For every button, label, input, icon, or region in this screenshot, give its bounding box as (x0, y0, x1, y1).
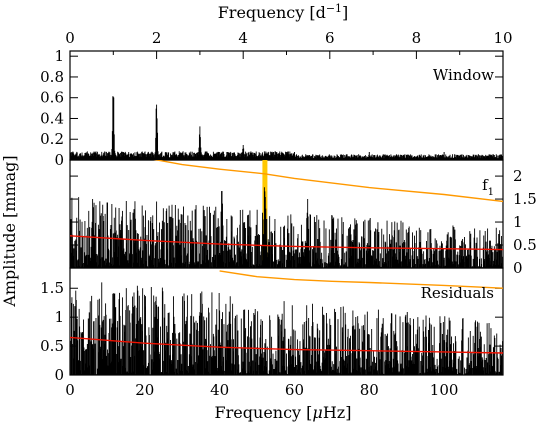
bottom-axis-title: Frequency [μHz] (215, 403, 352, 422)
bottom-tick-label-3: 60 (285, 381, 304, 399)
ytick-label-1-4: 2 (513, 167, 523, 185)
bottom-tick-label-1: 20 (135, 381, 154, 399)
ytick-label-2-2: 1 (54, 308, 64, 326)
bottom-tick-label-4: 80 (360, 381, 379, 399)
top-tick-label-3: 6 (325, 29, 335, 47)
panel-label-residuals: Residuals (421, 284, 494, 302)
top-tick-label-4: 8 (412, 29, 422, 47)
ytick-label-1-3: 1.5 (513, 190, 537, 208)
ytick-label-1-1: 0.5 (513, 236, 537, 254)
mean-curve-1 (70, 235, 503, 251)
top-tick-label-0: 0 (65, 29, 75, 47)
y-axis-title: Amplitude [mmag] (0, 155, 19, 307)
ytick-label-1-0: 0 (513, 259, 523, 277)
panel-label-f1: f1 (482, 176, 494, 198)
panel-0-plot (70, 96, 503, 160)
panel-2-plot (70, 270, 503, 375)
ytick-label-0-2: 0.4 (40, 109, 64, 127)
top-tick-label-1: 2 (152, 29, 162, 47)
top-tick-label-2: 4 (238, 29, 248, 47)
data-layer (70, 96, 503, 375)
panel-1-plot (70, 160, 503, 268)
threshold-curve-1 (153, 160, 503, 203)
bottom-tick-label-5: 100 (430, 381, 459, 399)
threshold-curve-2 (219, 270, 503, 289)
ytick-label-0-4: 0.8 (40, 68, 64, 86)
top-tick-label-5: 10 (493, 29, 512, 47)
bottom-tick-label-2: 40 (210, 381, 229, 399)
bottom-tick-label-0: 0 (65, 381, 75, 399)
spectrum-1 (70, 187, 503, 268)
ytick-label-0-5: 1 (54, 47, 64, 65)
ytick-label-0-1: 0.2 (40, 130, 64, 148)
ytick-label-0-0: 0 (54, 151, 64, 169)
ytick-label-2-3: 1.5 (40, 279, 64, 297)
ytick-label-1-2: 1 (513, 213, 523, 231)
spectrum-0 (70, 96, 503, 160)
top-axis-title: Frequency [d−1] (218, 2, 349, 22)
ytick-label-2-1: 0.5 (40, 337, 64, 355)
ytick-label-2-0: 0 (54, 366, 64, 384)
panel-label-window: Window (433, 66, 494, 84)
mean-curve-2 (70, 336, 503, 354)
ytick-label-0-3: 0.6 (40, 89, 64, 107)
